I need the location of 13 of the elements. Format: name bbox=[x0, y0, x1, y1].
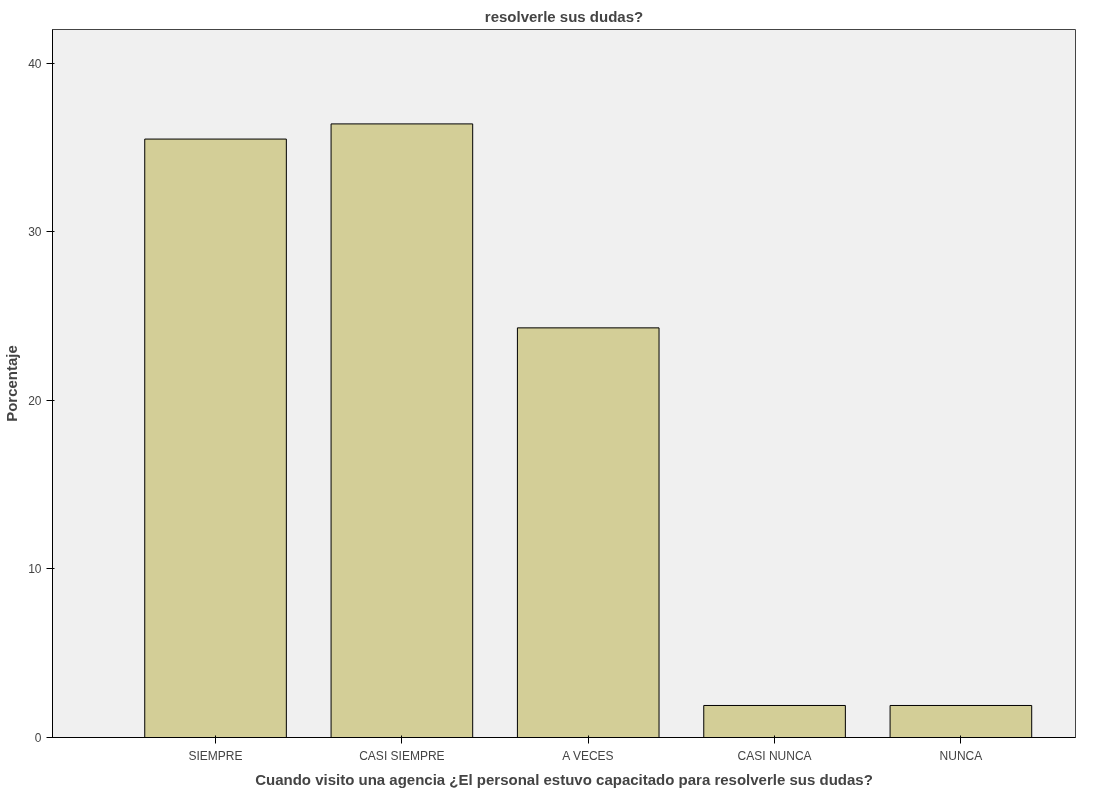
x-tick-label: NUNCA bbox=[939, 748, 983, 763]
y-tick-label: 10 bbox=[28, 562, 42, 577]
chart-title: resolverle sus dudas? bbox=[484, 7, 644, 25]
y-tick-label: 20 bbox=[28, 393, 42, 408]
y-tick-label: 40 bbox=[28, 56, 42, 71]
x-axis-title: Cuando visito una agencia ¿El personal estuvo capacitado para resolverle sus dudas? bbox=[255, 770, 873, 788]
x-tick-label: SIEMPRE bbox=[188, 748, 243, 763]
y-tick-label: 30 bbox=[28, 225, 42, 240]
x-tick-label: A VECES bbox=[562, 748, 614, 763]
y-axis-title: Porcentaje bbox=[3, 345, 21, 422]
y-tick-label: 0 bbox=[34, 731, 42, 745]
x-tick-label: CASI NUNCA bbox=[737, 748, 812, 763]
x-tick-label: CASI SIEMPRE bbox=[359, 748, 445, 763]
